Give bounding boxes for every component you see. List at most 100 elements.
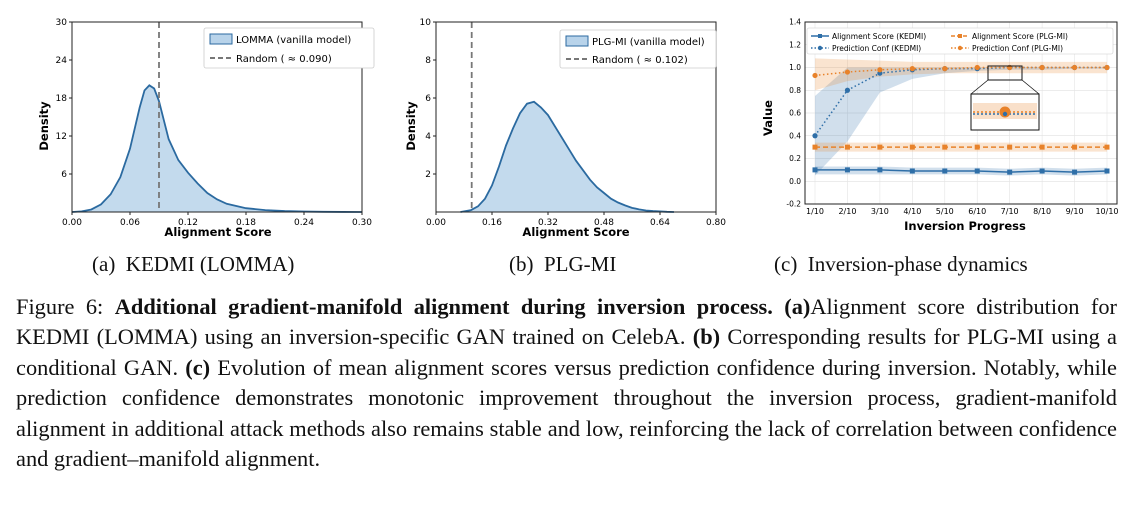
x-tick-label: 3/10 (871, 207, 889, 216)
confidence-band-1 (815, 67, 1107, 176)
density-curve (71, 84, 363, 213)
y-tick-label: 0.2 (789, 154, 801, 163)
data-point-0 (1104, 168, 1110, 174)
x-axis-label: Alignment Score (522, 225, 629, 239)
chart-panel-a: 0.00 0.06 0.12 0.18 0.24 0.30 6 12 18 24 30 LOMMA … (37, 18, 375, 239)
data-point-1 (844, 87, 851, 93)
x-tick-label: 0.32 (538, 218, 558, 228)
data-point-2 (974, 144, 980, 150)
x-tick-label: 0.18 (236, 218, 256, 228)
x-tick-label: 0.80 (706, 218, 726, 228)
data-point-2 (812, 144, 818, 150)
data-point-3 (942, 66, 948, 72)
y-tick-label: 4 (425, 132, 431, 142)
data-point-2 (909, 144, 915, 150)
legend-label-conf-plgmi: Prediction Conf (PLG-MI) (972, 44, 1063, 53)
x-tick-label: 9/10 (1066, 207, 1084, 216)
y-tick-label: -0.2 (786, 200, 801, 209)
x-tick-label: 0.48 (594, 218, 614, 228)
data-point-3 (1039, 64, 1045, 71)
legend-marker-conf-kedmi (817, 45, 823, 51)
x-tick-label: 0.64 (650, 218, 670, 228)
y-tick-label: 1.2 (789, 40, 801, 49)
legend-label-random: Random ( ≈ 0.102) (592, 55, 688, 66)
data-point-2 (1104, 144, 1110, 150)
y-tick-label: 8 (425, 56, 431, 66)
x-tick-label: 10/10 (1095, 207, 1118, 216)
x-tick-label: 8/10 (1033, 207, 1051, 216)
legend-marker-conf-plgmi (957, 45, 963, 51)
x-tick-label: 6/10 (968, 207, 986, 216)
y-tick-label: 0.6 (789, 109, 801, 118)
data-point-3 (1071, 64, 1078, 71)
legend-marker-align-plgmi (958, 34, 962, 38)
data-point-3 (909, 66, 915, 72)
density-area (460, 101, 674, 212)
caption-text-c: Evolution of mean alignment scores versu… (16, 354, 1117, 472)
x-tick-label: 2/10 (838, 207, 856, 216)
x-tick-label: 1/10 (806, 207, 824, 216)
density-curve (460, 100, 675, 213)
subfigure-caption-a: (a) KEDMI (LOMMA) (92, 252, 295, 276)
data-point-3 (974, 64, 980, 71)
y-tick-label: 0.8 (789, 86, 801, 95)
y-tick-label: 6 (425, 94, 431, 104)
x-tick-label: 0.16 (482, 218, 502, 228)
y-axis-label: Density (37, 101, 51, 151)
data-point-3 (844, 69, 851, 75)
x-tick-label: 7/10 (1001, 207, 1019, 216)
chart-panel-c: -0.2 0.0 0.2 0.4 0.6 0.8 1.0 1.2 1.4 1/10 2/10 3/10… (761, 18, 1119, 234)
figure-label: Figure 6: (16, 294, 104, 319)
data-point-0 (844, 167, 850, 173)
data-point-2 (877, 144, 883, 150)
data-point-0 (877, 167, 883, 173)
plot-frame (71, 21, 363, 213)
legend-label-align-kedmi: Alignment Score (KEDMI) (832, 32, 926, 41)
zoom-inset (970, 65, 1040, 131)
y-tick-label: 2 (425, 170, 431, 180)
x-tick-label: 0.24 (294, 218, 314, 228)
data-point-2 (942, 144, 948, 150)
x-tick-label: 0.30 (352, 218, 372, 228)
caption-text-b: Corresponding results for PLG-MI using a… (16, 324, 1117, 380)
plot-frame (435, 21, 717, 213)
data-point-0 (812, 167, 818, 173)
data-point-0 (942, 168, 948, 174)
legend: LOMMA (vanilla model) Random ( ≈ 0.090) (203, 27, 375, 69)
legend: PLG-MI (vanilla model) Random ( ≈ 0.102) (559, 29, 717, 69)
y-tick-label: 10 (420, 18, 432, 28)
figure-title: Additional gradient-manifold alignment d… (114, 294, 773, 319)
caption-marker-b: (b) (692, 324, 721, 350)
legend-label-align-plgmi: Alignment Score (PLG-MI) (972, 32, 1068, 41)
x-tick-label: 4/10 (903, 207, 921, 216)
y-tick-label: 6 (61, 170, 67, 180)
caption-marker-c: (c) (185, 354, 211, 380)
confidence-band-3 (815, 58, 1107, 91)
chart-panel-b: 0.00 0.16 0.32 0.48 0.64 0.80 2 4 6 8 10 PLG-MI (v… (404, 18, 726, 239)
x-axis-label: Alignment Score (164, 225, 271, 239)
y-tick-label: 1.0 (789, 63, 801, 72)
plot-frame (804, 21, 1118, 205)
x-tick-label: 0.06 (120, 218, 140, 228)
data-point-3 (812, 72, 818, 79)
zoom-connector (970, 79, 989, 95)
data-point-0 (1007, 169, 1013, 175)
legend-marker-align-kedmi (818, 34, 822, 38)
series-line-0 (815, 169, 1108, 173)
y-tick-label: 30 (56, 18, 68, 28)
data-point-2 (1007, 144, 1013, 150)
legend: Alignment Score (KEDMI) Prediction Conf … (806, 27, 1114, 55)
data-point-2 (1039, 144, 1045, 150)
x-tick-label: 0.12 (178, 218, 198, 228)
subfigure-caption-b: (b) PLG-MI (509, 252, 617, 276)
y-axis-label: Density (404, 101, 418, 151)
data-point-2 (844, 144, 850, 150)
zoom-source-box (987, 65, 1023, 81)
data-point-2 (1072, 144, 1078, 150)
data-point-1 (812, 133, 818, 139)
figure-caption: Figure 6: Additional gradient-manifold a… (16, 292, 1117, 474)
density-area (72, 85, 362, 212)
data-point-3 (877, 67, 883, 73)
caption-marker-a: (a) (784, 294, 811, 319)
x-tick-label: 0.00 (62, 218, 82, 228)
